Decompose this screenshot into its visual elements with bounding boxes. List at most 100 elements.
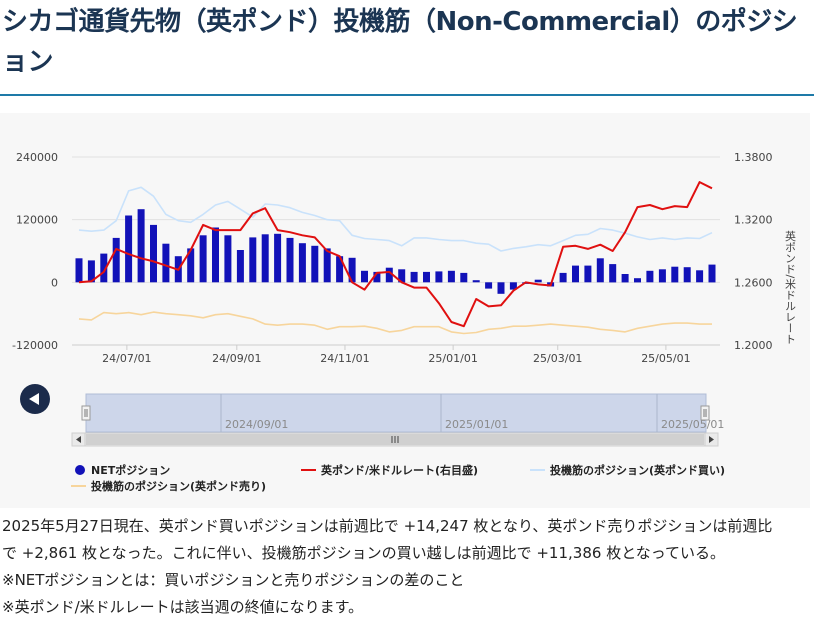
net-bar [298,243,306,283]
x-tick-label: 25/03/01 [533,352,582,365]
y-right-tick-label: 1.3800 [734,151,773,164]
x-tick-label: 24/09/01 [212,352,261,365]
scroll-left-icon [76,436,81,443]
net-bar [187,248,195,283]
net-bar [410,271,418,283]
net-bar [224,235,232,283]
description: 2025年5月27日現在、英ポンド買いポジションは前週比で +14,247 枚と… [2,513,812,621]
legend-item-rate[interactable]: 英ポンド/米ドルレート(右目盛) [301,463,478,477]
net-bar [249,237,257,283]
net-bar [361,270,368,283]
y-right-tick-label: 1.2600 [734,276,773,289]
navigator-label: 2025/01/01 [445,418,508,431]
scroll-right-icon [709,436,714,443]
x-tick-label: 25/01/01 [428,352,477,365]
position-chart: 240000 120000 0 -120000 英ポンド/米ドルレート 1.3800 1… [12,151,797,493]
legend-label-short: 投機筋のポジション(英ポンド売り) [91,479,266,493]
legend-label-net: NETポジション [91,463,170,477]
net-bar [658,269,666,283]
y-left-tick-label: 0 [51,276,58,289]
series-line-rate [78,181,713,328]
chart-container: 240000 120000 0 -120000 英ポンド/米ドルレート 1.3800 1… [0,113,810,508]
scrollbar-grip-icon [391,436,399,443]
net-bar [634,278,641,283]
net-bar [646,270,654,283]
navigator-label: 2025/05/01 [661,418,724,431]
legend-marker-net [75,465,85,475]
y-axis-left: 240000 120000 0 -120000 [12,151,58,352]
series-net [75,209,716,294]
scrollbar[interactable] [71,432,719,447]
net-bar [385,267,393,283]
y-left-tick-label: 120000 [16,214,58,227]
net-bar [435,271,443,283]
legend-item-long[interactable]: 投機筋のポジション(英ポンド買い) [530,463,725,477]
net-bar [696,270,704,283]
net-bar [472,280,480,283]
net-bar [137,209,145,283]
y-right-tick-label: 1.3200 [734,214,773,227]
navigator-label: 2024/09/01 [225,418,288,431]
net-bar [348,257,356,283]
net-bar [199,235,207,283]
back-button[interactable] [20,384,50,414]
series-short [78,311,712,335]
net-bar [534,279,542,283]
net-bar [323,248,331,283]
net-bar [150,224,157,283]
series-long [78,186,713,252]
navigator[interactable]: 2024/09/01 2025/01/01 2025/05/01 [81,393,724,433]
navigator-selection[interactable] [85,393,707,433]
net-bar [286,237,294,283]
net-bar [261,234,269,283]
net-bar [373,271,381,283]
y-axis-right-title: 英ポンド/米ドルレート [784,229,797,344]
net-bar [447,270,455,283]
net-bar [236,250,244,283]
description-line: で +2,861 枚となった。これに伴い、投機筋ポジションの買い越しは前週比で … [2,544,725,562]
navigator-handle-right-rect[interactable] [700,405,710,421]
description-line: ※英ポンド/米ドルレートは該当週の終値になります。 [2,598,364,616]
page-title: シカゴ通貨先物（英ポンド）投機筋（Non-Commercial）のポジション [2,7,798,77]
y-left-tick-label: -120000 [12,339,58,352]
net-bar [671,266,679,283]
net-bar [336,256,344,283]
x-tick-label: 24/07/01 [102,352,151,365]
net-bar [162,243,170,283]
net-bar [87,260,95,283]
net-bar [572,265,579,283]
net-bar [497,282,505,294]
series-rate [78,181,713,328]
navigator-handle-left-rect[interactable] [81,405,91,421]
net-bar [584,265,592,283]
x-tick-label: 25/05/01 [641,352,690,365]
y-left-tick-label: 240000 [16,151,58,164]
net-bar [460,272,468,283]
description-line: 2025年5月27日現在、英ポンド買いポジションは前週比で +14,247 枚と… [2,517,773,535]
x-axis: 24/07/01 24/09/01 24/11/01 25/01/01 25/03/01… [72,344,720,365]
net-bar [596,258,604,283]
net-bar [621,274,629,283]
legend-label-long: 投機筋のポジション(英ポンド買い) [550,463,725,477]
legend-item-short[interactable]: 投機筋のポジション(英ポンド売り) [71,479,266,493]
series-line-long [78,186,713,252]
navigator-handle-right[interactable] [700,405,710,421]
back-arrow-icon [29,393,39,405]
description-line: ※NETポジションとは：買いポジションと売りポジションの差のこと [2,571,465,589]
x-tick-label: 24/11/01 [320,352,369,365]
net-bar [708,264,716,283]
net-bar [274,233,282,283]
net-bar [423,271,430,283]
net-bar [75,258,83,283]
legend-item-net[interactable]: NETポジション [75,463,170,477]
net-bar [212,227,219,283]
navigator-handle-left[interactable] [81,405,91,421]
net-bar [398,269,406,283]
net-bar [683,267,691,283]
legend-label-rate: 英ポンド/米ドルレート(右目盛) [320,463,478,477]
net-bar [311,245,319,283]
legend: NETポジション 英ポンド/米ドルレート(右目盛) 投機筋のポジション(英ポンド… [71,463,725,493]
net-bar [100,253,108,283]
net-bar [559,272,567,283]
y-right-tick-label: 1.2000 [734,339,773,352]
